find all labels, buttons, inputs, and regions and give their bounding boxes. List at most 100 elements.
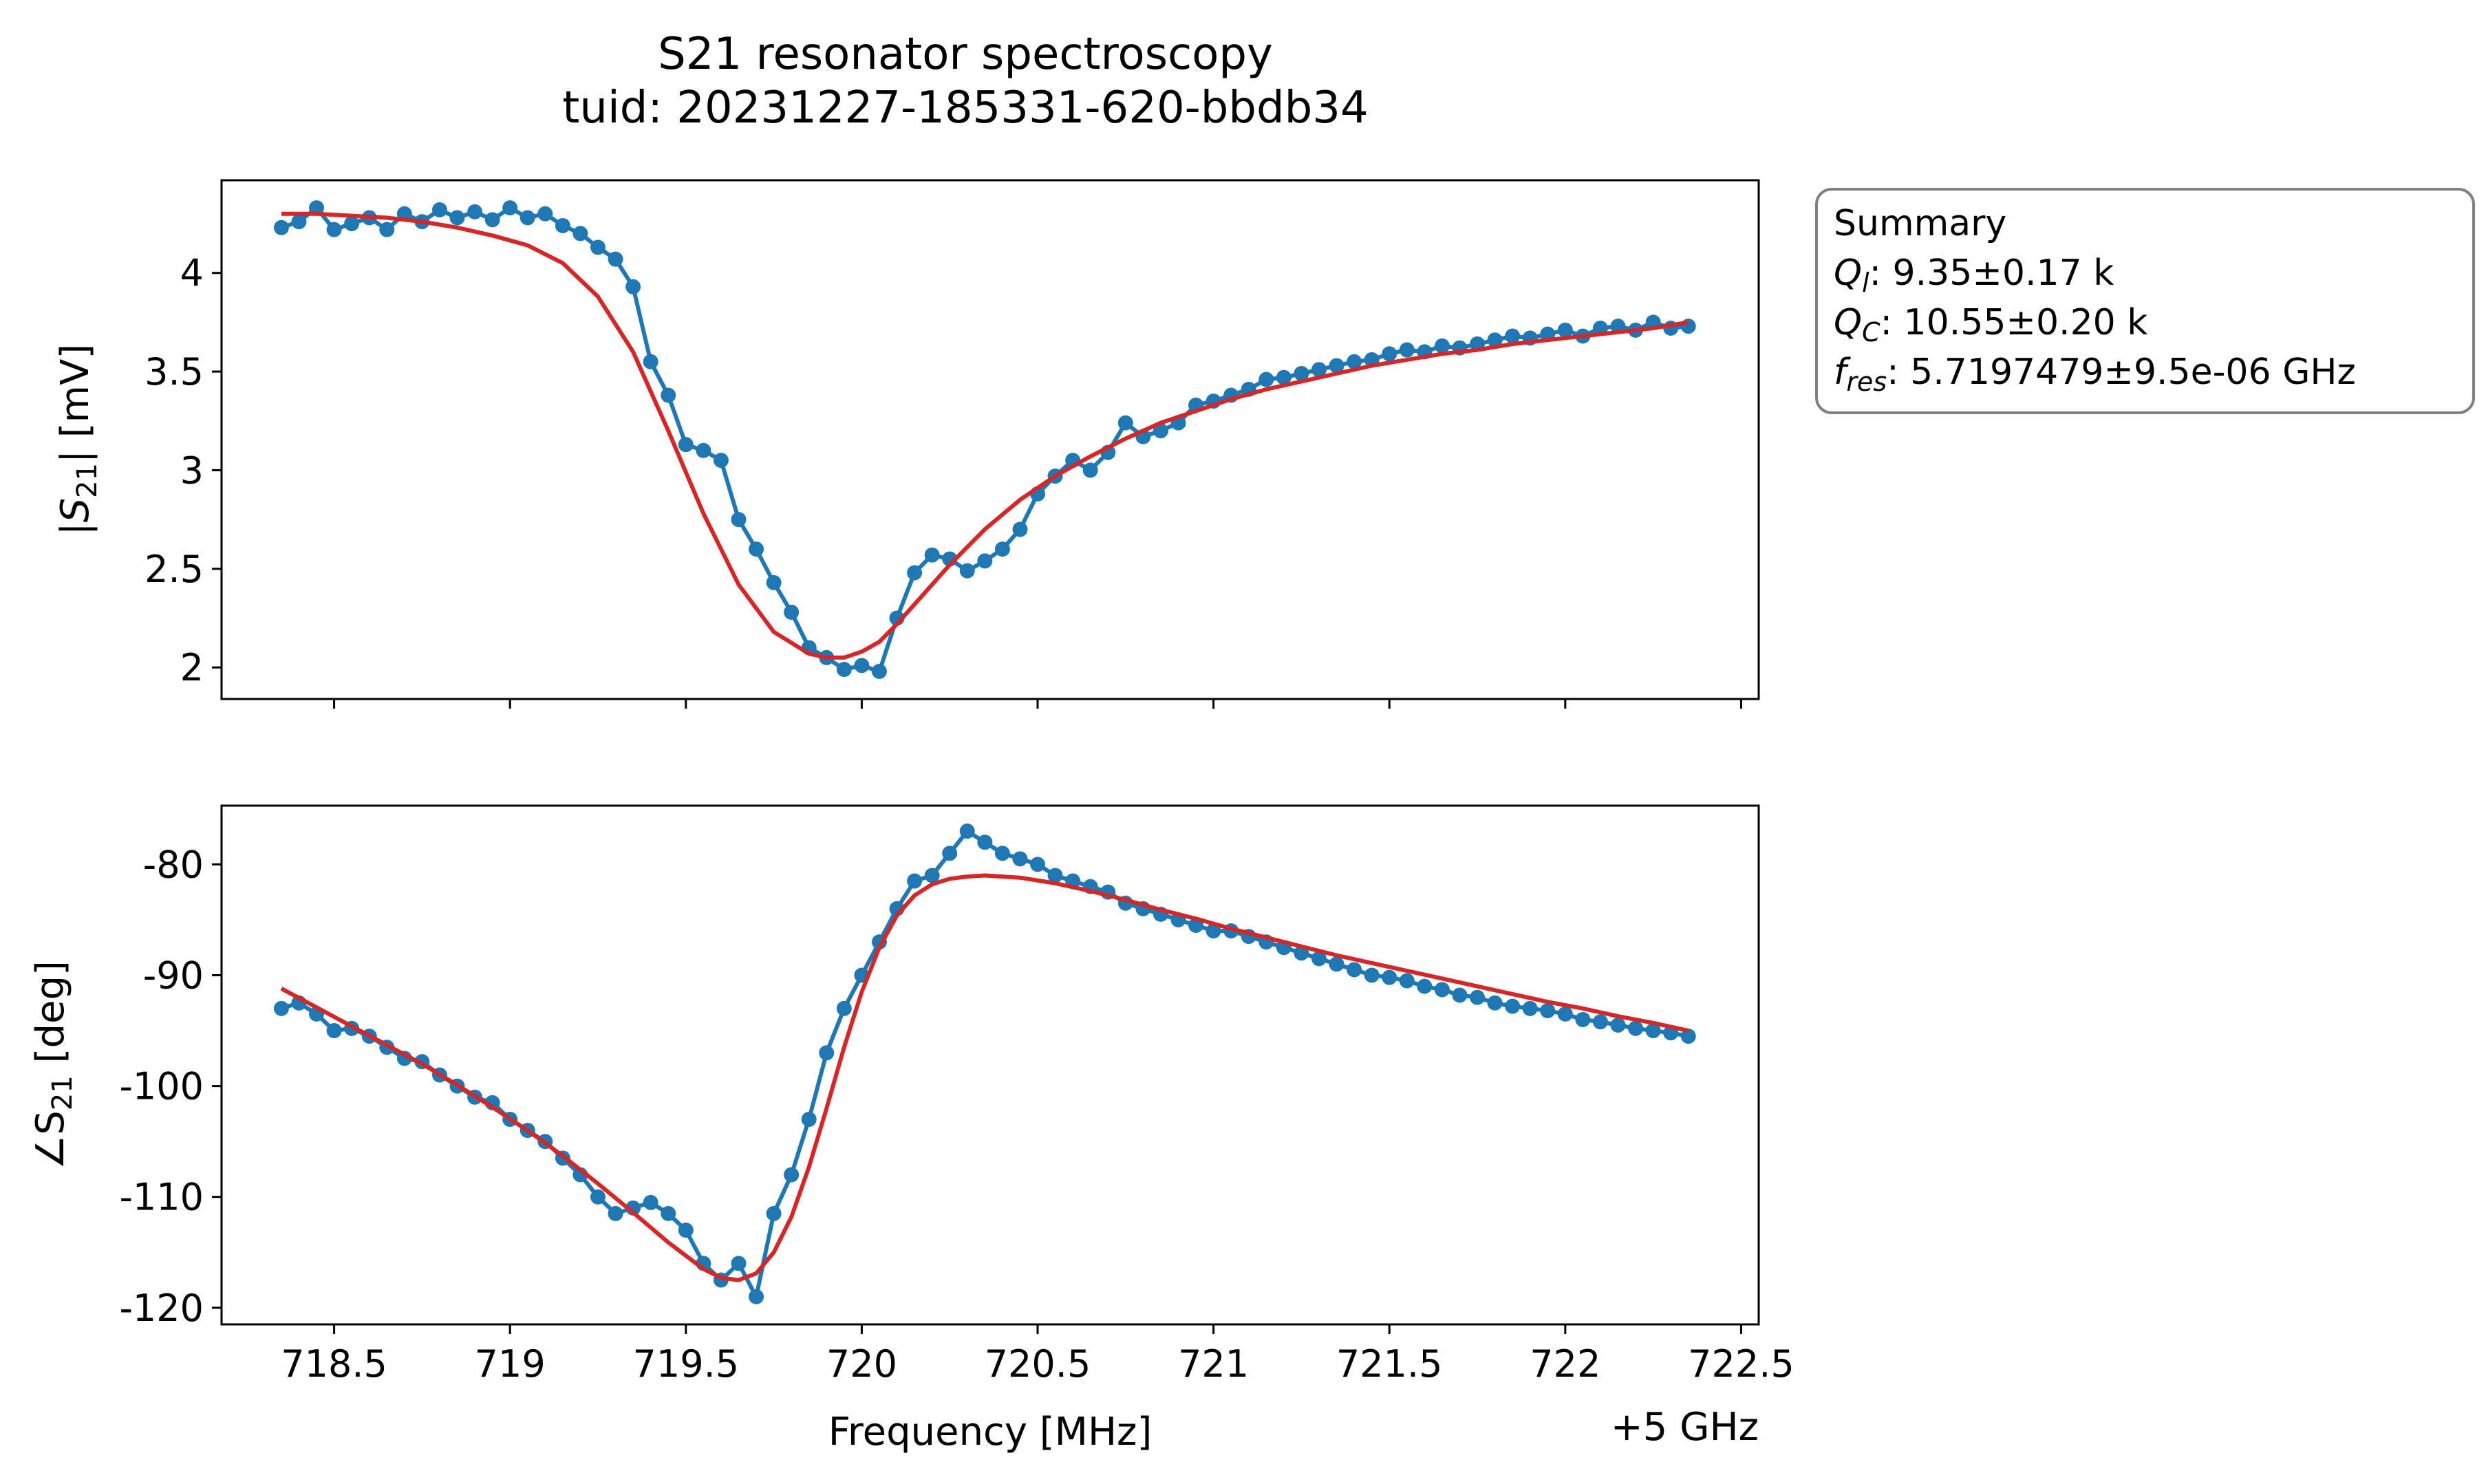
x-axis-label: Frequency [MHz]	[828, 1410, 1153, 1454]
phase-data-point	[1030, 857, 1046, 872]
magnitude-data-point	[1276, 369, 1292, 385]
phase-data-point	[1592, 1014, 1608, 1030]
magnitude-ytick-label: 2.5	[144, 548, 204, 591]
summary-ql-value: : 9.35±0.17 k	[1869, 252, 2114, 294]
phase-data-point	[924, 868, 940, 883]
phase-data-point	[1399, 973, 1415, 989]
summary-ql-sub: l	[1862, 268, 1869, 298]
phase-data-point	[994, 846, 1010, 861]
summary-qc-symbol: Q	[1834, 302, 1862, 343]
magnitude-data-point	[309, 200, 325, 216]
phase-data-point	[907, 873, 923, 889]
magnitude-data-point	[1487, 332, 1503, 348]
phase-data-point	[1487, 995, 1503, 1011]
x-tick-label: 720.5	[985, 1342, 1091, 1386]
phase-data-point	[731, 1256, 747, 1271]
magnitude-ytick-label: 3.5	[144, 350, 204, 394]
phase-data-point	[784, 1167, 800, 1183]
phase-data-point	[1575, 1011, 1591, 1027]
phase-data-point	[977, 835, 993, 850]
magnitude-data-point	[713, 453, 729, 469]
summary-qc-value: : 10.55±0.20 k	[1880, 302, 2147, 343]
phase-data-point	[1434, 982, 1450, 998]
phase-data-point	[1680, 1029, 1696, 1044]
magnitude-data-point	[678, 437, 694, 453]
summary-fres-value: : 5.7197479±9.5e-06 GHz	[1887, 352, 2356, 393]
magnitude-ytick-label: 3	[180, 449, 204, 492]
chart-title: S21 resonator spectroscopy	[658, 29, 1273, 80]
summary-title: Summary	[1834, 203, 2006, 244]
magnitude-data-point	[484, 212, 500, 228]
magnitude-data-point	[749, 541, 764, 557]
phase-data-point	[942, 846, 958, 861]
x-tick-label: 720	[826, 1342, 897, 1386]
magnitude-data-point	[537, 206, 553, 222]
magnitude-plot-area	[222, 180, 1759, 699]
phase-data-point	[1610, 1018, 1626, 1033]
magnitude-data-point	[1329, 358, 1344, 374]
phase-panel: 718.5 719 719.5 720 720.5 721 721.5 722 722.5 -80…	[28, 804, 1794, 1386]
phase-ytick-label: -100	[119, 1065, 204, 1108]
summary-ql-symbol: Q	[1834, 252, 1862, 294]
magnitude-data-point	[1382, 346, 1397, 362]
x-tick-label: 719	[475, 1342, 546, 1386]
phase-data-point	[1364, 967, 1380, 983]
magnitude-data-point	[467, 204, 483, 219]
magnitude-data-point	[572, 226, 588, 241]
summary-qc: QC: 10.55±0.20 k	[1834, 302, 2147, 347]
phase-data-point	[749, 1289, 764, 1304]
phase-ytick-label: -110	[119, 1176, 204, 1219]
magnitude-data-point	[379, 222, 395, 237]
magnitude-data-point	[1082, 462, 1098, 478]
magnitude-data-point	[1505, 328, 1521, 344]
phase-data-point	[643, 1194, 658, 1210]
magnitude-data-point	[1294, 365, 1309, 381]
magnitude-data-point	[959, 563, 975, 579]
magnitude-data-point	[871, 663, 887, 679]
magnitude-data-point	[977, 553, 993, 569]
magnitude-axes-frame	[220, 179, 1760, 700]
magnitude-data-point	[1311, 362, 1327, 378]
phase-data-point	[1329, 956, 1344, 972]
summary-ql: Ql: 9.35±0.17 k	[1834, 252, 2114, 298]
phase-data-point	[1505, 998, 1521, 1014]
magnitude-data-point	[291, 214, 307, 230]
x-tick-label: 719.5	[633, 1342, 740, 1386]
magnitude-data-point	[273, 219, 289, 235]
magnitude-data-point	[326, 222, 342, 237]
magnitude-data-point	[1557, 322, 1573, 338]
magnitude-fit-line	[281, 211, 1689, 660]
magnitude-ylabel-prefix: |S	[53, 498, 98, 535]
magnitude-data-point	[519, 210, 535, 226]
phase-ylabel-prefix: ∠S	[28, 1110, 73, 1170]
phase-data-point	[1645, 1023, 1661, 1039]
x-tick-label: 718.5	[281, 1342, 387, 1386]
magnitude-data-point	[625, 279, 641, 294]
phase-data-point	[1047, 868, 1063, 883]
magnitude-ylabel-suffix: | [mV]	[53, 344, 98, 463]
magnitude-ylabel: |S21| [mV]	[53, 344, 103, 536]
magnitude-data-point	[431, 202, 447, 218]
magnitude-data-point	[1399, 342, 1415, 358]
phase-data-point	[1540, 1003, 1556, 1019]
magnitude-data-point	[344, 216, 360, 232]
phase-ylabel: ∠S21 [deg]	[28, 960, 78, 1170]
magnitude-data-point	[555, 217, 570, 233]
magnitude-ytick-label: 4	[180, 252, 204, 295]
phase-axes-frame	[220, 804, 1760, 1326]
phase-ytick-label: -80	[143, 843, 204, 886]
summary-qc-sub: C	[1862, 317, 1880, 347]
magnitude-data-point	[924, 547, 940, 563]
phase-data-point	[801, 1111, 817, 1127]
phase-data-point	[1382, 969, 1397, 985]
x-offset-label: +5 GHz	[1611, 1405, 1759, 1450]
x-tick-label: 721	[1178, 1342, 1249, 1386]
phase-data-point	[1012, 851, 1028, 867]
phase-ylabel-suffix: [deg]	[28, 960, 73, 1075]
phase-data-point	[678, 1223, 694, 1238]
phase-data-point	[1522, 1000, 1538, 1016]
phase-data-point	[1206, 923, 1221, 939]
magnitude-data-point	[854, 658, 870, 674]
phase-data-point	[1452, 987, 1468, 1003]
phase-data-point	[1628, 1020, 1644, 1036]
